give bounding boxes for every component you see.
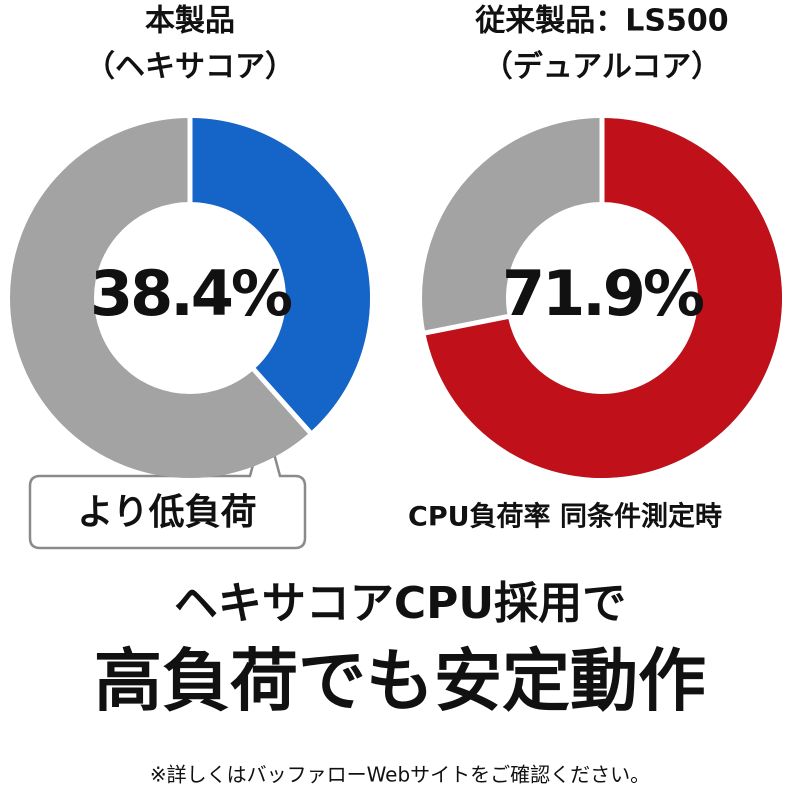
headline: ヘキサコアCPU採用で <box>174 578 626 629</box>
center-label: 71.9% <box>502 257 704 330</box>
segment-separator <box>423 313 510 336</box>
headline-main: 高負荷でも安定動作 <box>94 643 706 722</box>
chart-title: 従来製品：LS500 <box>474 4 728 39</box>
chart-title: 本製品 <box>145 4 235 39</box>
note: CPU負荷率 同条件測定時 <box>408 501 722 533</box>
segment-separator <box>251 367 313 435</box>
donut-segment <box>425 118 783 479</box>
chart-subtitle: （ヘキサコア） <box>85 50 295 85</box>
chart-subtitle: （デュアルコア） <box>483 50 722 85</box>
footnote: ※詳しくはバッファローWebサイトをご確認ください。 <box>150 763 650 787</box>
callout-box <box>28 415 307 550</box>
callout-text: より低負荷 <box>77 492 256 533</box>
donut-segment <box>190 118 371 433</box>
center-label: 38.4% <box>90 257 292 330</box>
